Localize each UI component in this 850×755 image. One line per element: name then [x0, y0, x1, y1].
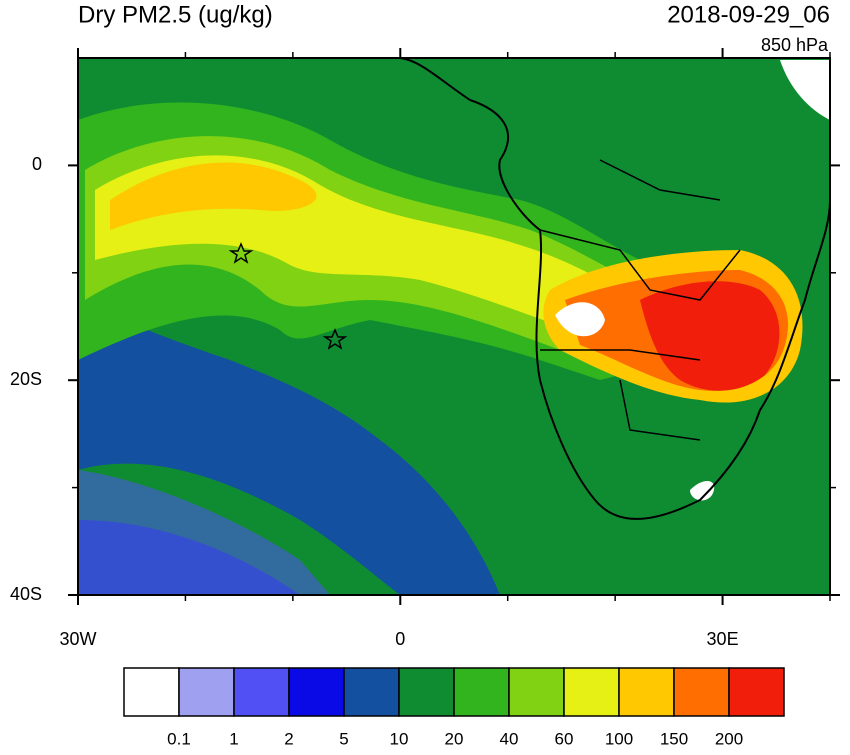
colorbar-swatch: [178, 667, 235, 717]
borders: [539, 159, 741, 441]
colorbar-label: 150: [660, 729, 688, 748]
field-white: [555, 302, 605, 337]
colorbar-label: 100: [605, 729, 633, 748]
field-blue: [78, 470, 330, 595]
colorbar-swatch: [508, 667, 565, 717]
map-time: 2018-09-29_06: [667, 1, 830, 28]
map-level: 850 hPa: [761, 35, 829, 55]
colorbar-label: 5: [339, 729, 348, 748]
colorbar-swatch: [123, 667, 180, 717]
colorbar-swatch: [618, 667, 675, 717]
x-tick-label: 30E: [707, 629, 739, 649]
colorbar-swatch: [673, 667, 730, 717]
colorbar-label: 20: [445, 729, 464, 748]
site-marker: [228, 242, 254, 264]
colorbar-swatch: [563, 667, 620, 717]
y-tick-label: 0: [32, 154, 42, 174]
colorbar-swatch: [233, 667, 290, 717]
field-white: [780, 60, 830, 120]
colorbar-label: 200: [715, 729, 743, 748]
colorbar-swatch: [288, 667, 345, 717]
field-orange: [110, 162, 317, 230]
site-marker: [322, 328, 348, 350]
colorbar-swatch: [728, 667, 785, 717]
field-white: [690, 480, 715, 501]
colorbar-swatch: [453, 667, 510, 717]
colorbar-label: 10: [390, 729, 409, 748]
y-tick-label: 40S: [10, 584, 42, 604]
concentration-field: [78, 58, 830, 595]
colorbar-label: 40: [500, 729, 519, 748]
x-tick-label: 30W: [59, 629, 96, 649]
colorbar-label: 60: [555, 729, 574, 748]
field-red: [640, 281, 780, 391]
y-tick-label: 20S: [10, 369, 42, 389]
colorbar-label: 1: [229, 729, 238, 748]
x-tick-label: 0: [395, 629, 405, 649]
colorbar-label: 0.1: [167, 729, 191, 748]
map-frame: [77, 57, 831, 596]
colorbar-label: 2: [284, 729, 293, 748]
coastline: [399, 58, 830, 520]
colorbar-swatch: [398, 667, 455, 717]
map-title: Dry PM2.5 (ug/kg): [78, 1, 273, 28]
colorbar-swatch: [343, 667, 400, 717]
